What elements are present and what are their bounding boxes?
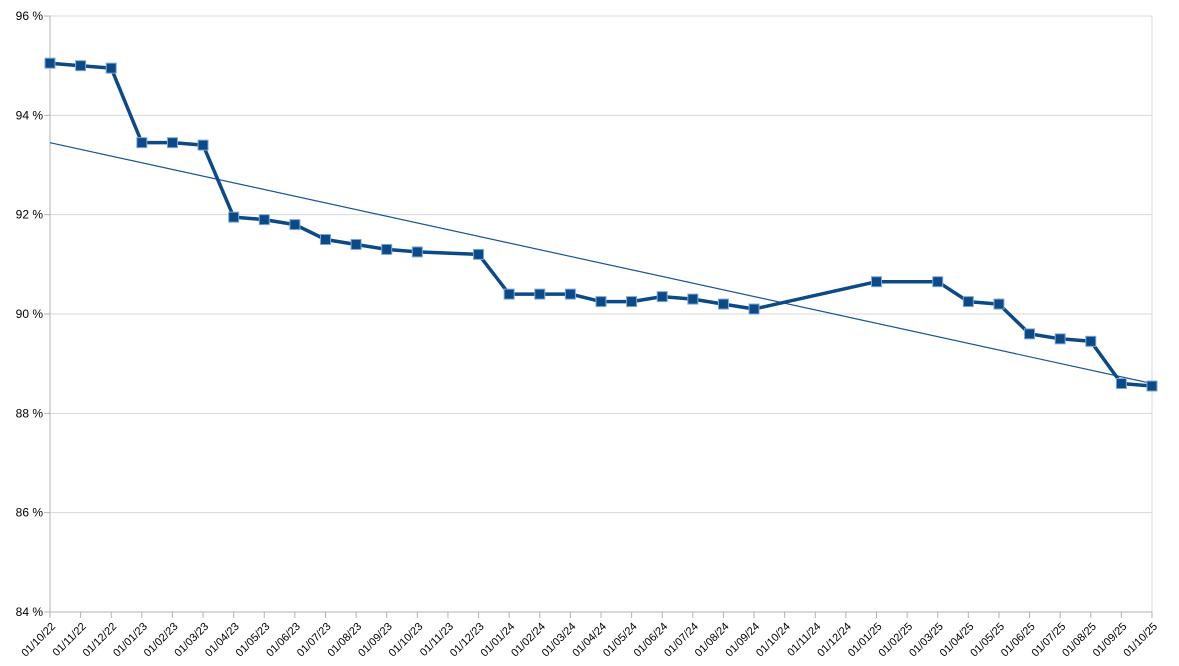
data-point-marker[interactable] — [258, 214, 270, 226]
data-point-marker[interactable] — [1085, 335, 1097, 347]
data-point-marker[interactable] — [381, 243, 393, 255]
y-axis-label: 84 % — [16, 605, 44, 619]
data-point-marker[interactable] — [75, 60, 87, 72]
x-axis-label: 01/10/23 — [387, 621, 426, 660]
data-point-marker[interactable] — [320, 234, 331, 245]
trend-line — [49, 142, 1153, 385]
x-axis-label: 01/10/22 — [19, 621, 58, 660]
data-point-marker[interactable] — [228, 211, 240, 223]
data-point-marker[interactable] — [534, 288, 546, 300]
y-axis-label: 92 % — [16, 208, 44, 222]
data-point-marker[interactable] — [473, 248, 485, 260]
data-point-marker[interactable] — [1054, 333, 1066, 345]
y-axis-label: 96 % — [16, 9, 44, 23]
data-point-marker[interactable] — [717, 298, 729, 310]
data-point-marker[interactable] — [932, 276, 944, 288]
x-axis-label: 01/10/25 — [1121, 621, 1160, 660]
series-line — [48, 61, 1154, 388]
data-point-marker[interactable] — [871, 276, 882, 288]
data-point-marker[interactable] — [166, 137, 178, 149]
data-point-marker[interactable] — [44, 57, 56, 69]
data-point-marker[interactable] — [626, 296, 638, 308]
y-axis-label: 90 % — [16, 307, 44, 321]
data-point-marker[interactable] — [1146, 380, 1158, 392]
data-point-marker[interactable] — [136, 137, 148, 149]
data-point-marker[interactable] — [748, 303, 760, 315]
data-point-marker[interactable] — [1024, 328, 1036, 340]
data-point-marker[interactable] — [197, 139, 209, 151]
y-axis-label: 94 % — [16, 108, 44, 122]
data-point-marker[interactable] — [564, 288, 576, 300]
y-axis-label: 88 % — [16, 406, 44, 420]
data-point-marker[interactable] — [595, 296, 607, 308]
data-point-marker[interactable] — [993, 298, 1005, 310]
data-point-marker[interactable] — [656, 291, 668, 303]
x-axis-label: 01/10/24 — [754, 621, 793, 660]
data-point-marker[interactable] — [503, 288, 515, 300]
data-point-marker[interactable] — [962, 296, 974, 308]
data-point-marker[interactable] — [1115, 378, 1127, 390]
data-point-marker[interactable] — [105, 62, 117, 74]
data-point-marker[interactable] — [289, 219, 301, 231]
data-point-marker[interactable] — [350, 238, 362, 250]
data-point-marker[interactable] — [687, 293, 699, 305]
y-axis-label: 86 % — [16, 506, 44, 520]
data-point-marker[interactable] — [411, 246, 423, 258]
